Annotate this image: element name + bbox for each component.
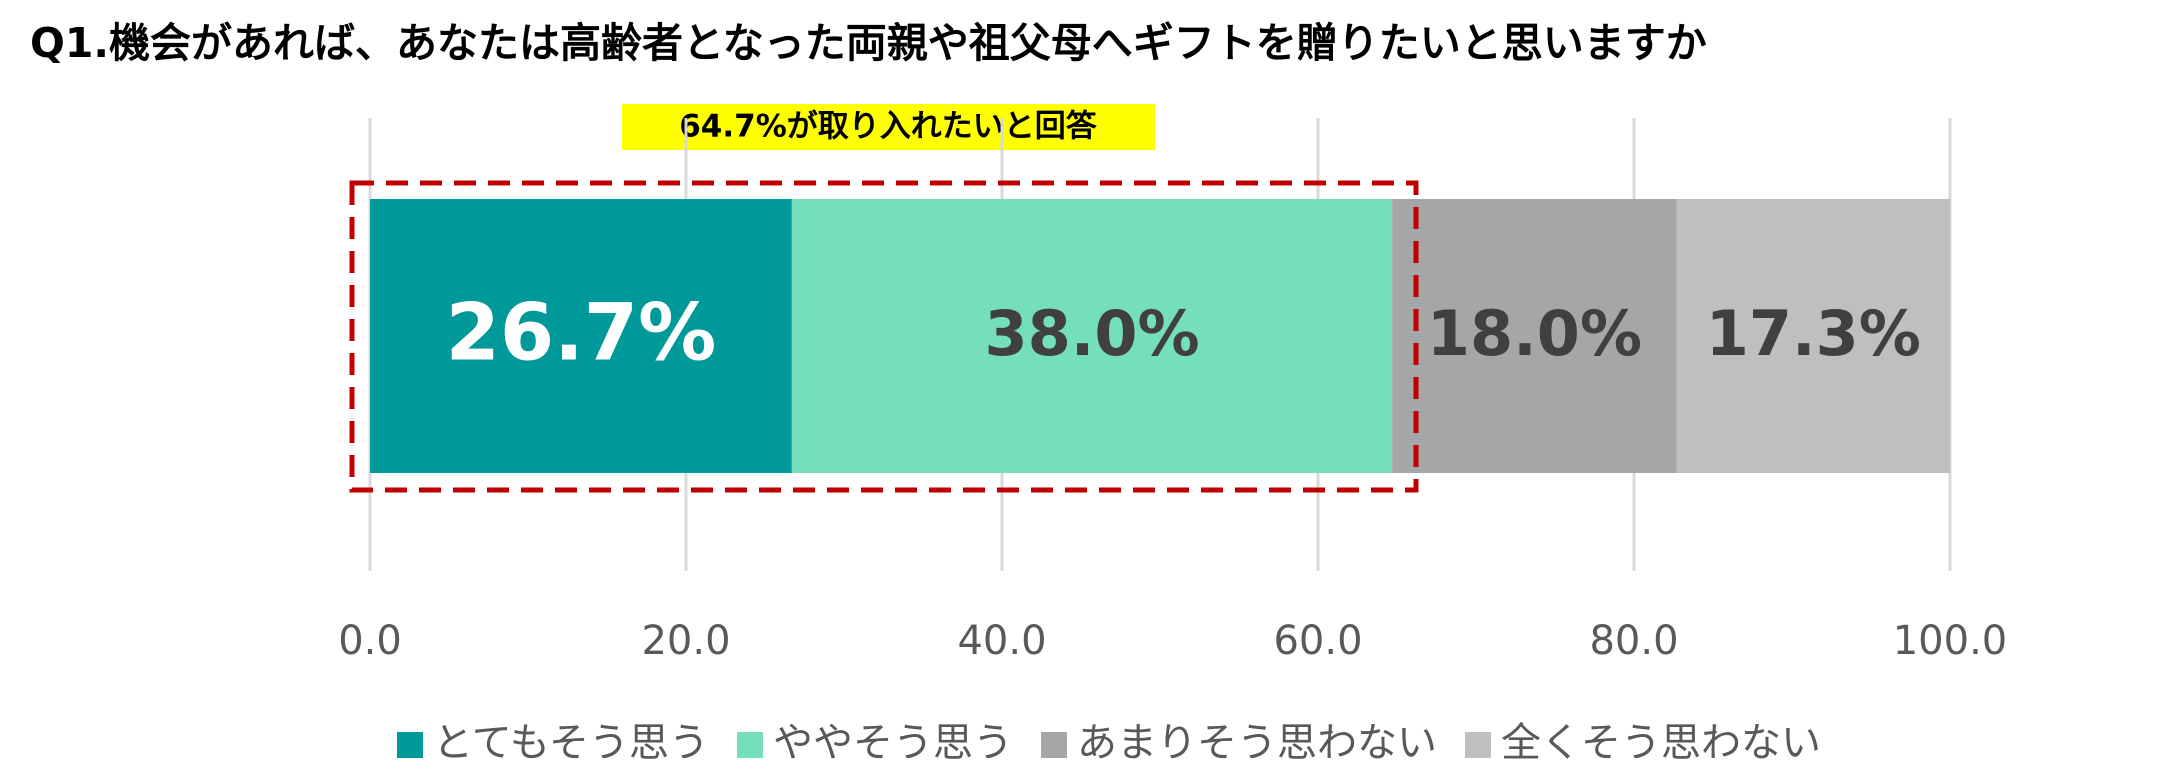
highlight-box <box>349 180 1419 493</box>
bar-segment <box>1392 199 1677 473</box>
annotation-background <box>622 104 1155 150</box>
legend-label: ややそう思う <box>773 720 1013 766</box>
x-tick-label: 100.0 <box>1893 618 2008 664</box>
x-tick-label: 0.0 <box>338 618 402 664</box>
data-label: 38.0% <box>985 297 1200 370</box>
legend-swatch <box>1465 732 1491 758</box>
x-tick-label: 80.0 <box>1589 618 1678 664</box>
data-label: 18.0% <box>1427 297 1642 370</box>
data-label: 26.7% <box>446 288 717 378</box>
legend-label: とてもそう思う <box>433 720 709 766</box>
legend-swatch <box>397 732 423 758</box>
x-tick-label: 60.0 <box>1273 618 1362 664</box>
legend-label: あまりそう思わない <box>1077 720 1437 766</box>
chart-title: Q1.機会があれば、あなたは高齢者となった両親や祖父母へギフトを贈りたいと思いま… <box>30 19 1707 67</box>
x-tick-label: 40.0 <box>957 618 1046 664</box>
bar-segment <box>370 199 792 473</box>
legend-swatch <box>737 732 763 758</box>
x-tick-label: 20.0 <box>641 618 730 664</box>
data-label: 17.3% <box>1706 297 1921 370</box>
legend-label: 全くそう思わない <box>1501 720 1821 766</box>
bar-segment <box>1676 199 1950 473</box>
legend-swatch <box>1041 732 1067 758</box>
bar-segment <box>791 199 1393 473</box>
annotation: 64.7%が取り入れたいと回答 <box>679 109 1098 145</box>
